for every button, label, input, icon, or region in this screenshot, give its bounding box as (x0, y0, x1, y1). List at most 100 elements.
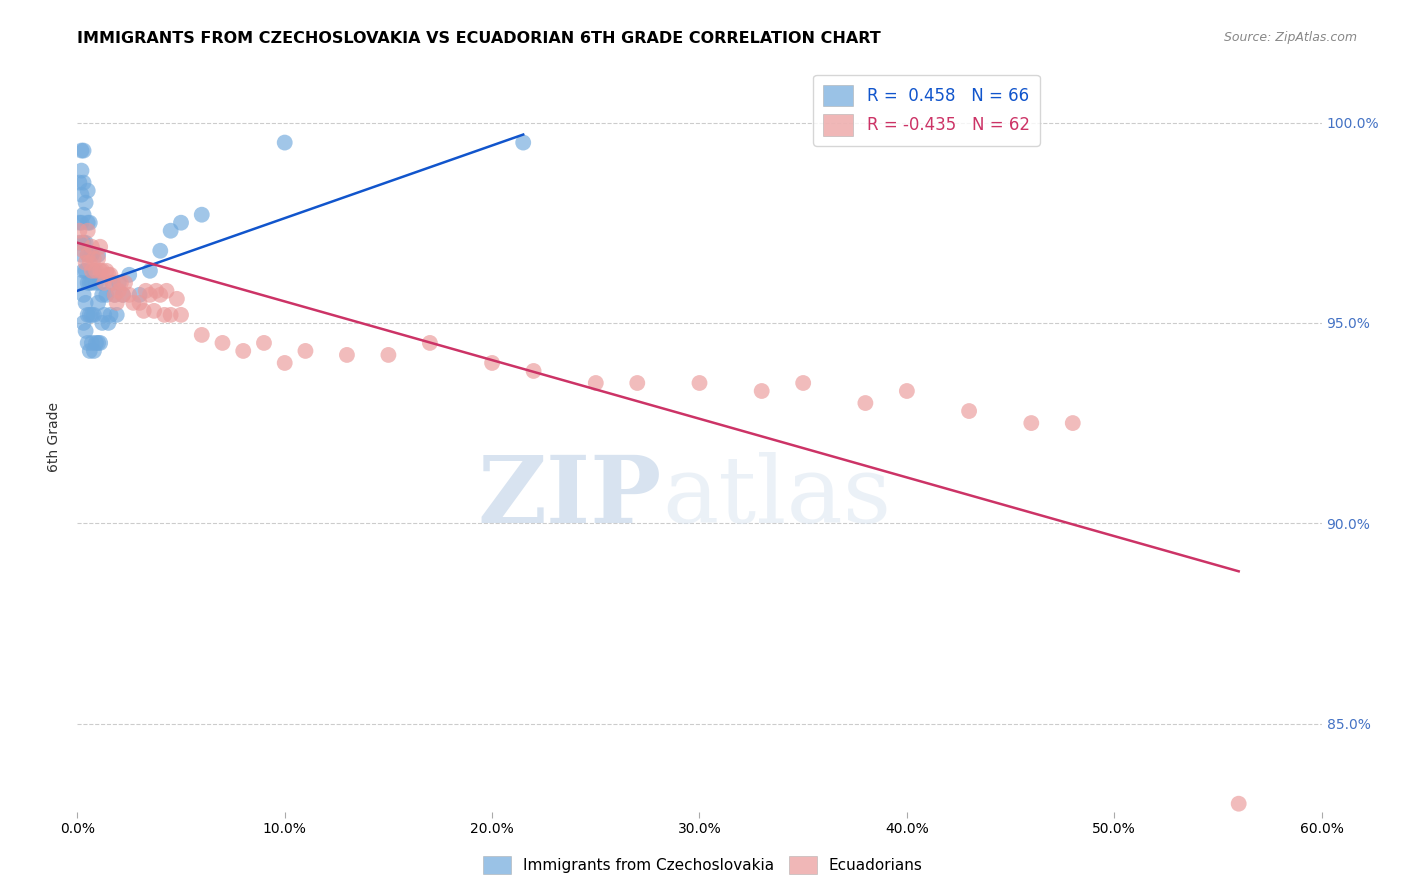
Point (101, 276, 124, 290)
Point (419, 335, 441, 350)
Y-axis label: 6th Grade: 6th Grade (48, 402, 62, 472)
Point (89, 240, 111, 254)
Point (72, 235, 94, 250)
Point (80, 308, 103, 322)
Point (87, 296, 110, 310)
Point (512, 136, 534, 150)
Point (122, 296, 145, 310)
Point (145, 284, 167, 298)
Point (100, 268, 122, 282)
Point (67, 224, 90, 238)
Point (93, 308, 115, 322)
Text: atlas: atlas (662, 452, 891, 542)
Point (105, 296, 128, 310)
Point (97, 316, 120, 330)
Point (70, 235, 93, 250)
Point (79, 256, 101, 270)
Point (70, 144, 93, 158)
Point (1227, 797, 1250, 811)
Point (128, 296, 150, 310)
Point (585, 376, 607, 390)
Point (76, 224, 98, 238)
Point (91, 288, 114, 302)
Point (80, 248, 103, 262)
Point (83, 343, 105, 358)
Point (70, 248, 93, 262)
Point (689, 376, 711, 390)
Point (143, 304, 166, 318)
Point (89, 264, 111, 278)
Point (72, 264, 94, 278)
Point (80, 276, 103, 290)
Point (190, 208, 214, 222)
Point (79, 308, 101, 322)
Point (79, 216, 101, 230)
Point (84, 276, 107, 290)
Point (149, 288, 172, 302)
Point (232, 343, 254, 358)
Point (273, 356, 295, 370)
Point (75, 256, 97, 270)
Point (76, 248, 98, 262)
Point (75, 195, 97, 210)
Point (792, 376, 814, 390)
Point (336, 348, 359, 362)
Point (166, 292, 188, 306)
Point (93, 276, 115, 290)
Point (76, 335, 98, 350)
Point (75, 324, 97, 338)
Point (75, 296, 97, 310)
Text: Source: ZipAtlas.com: Source: ZipAtlas.com (1223, 31, 1357, 45)
Point (75, 235, 97, 250)
Point (70, 163, 93, 178)
Point (104, 288, 127, 302)
Point (104, 288, 127, 302)
Point (132, 304, 155, 318)
Point (118, 288, 141, 302)
Point (89, 335, 111, 350)
Legend: Immigrants from Czechoslovakia, Ecuadorians: Immigrants from Czechoslovakia, Ecuadori… (477, 850, 929, 880)
Point (76, 308, 98, 322)
Point (80, 240, 103, 254)
Point (67, 216, 90, 230)
Point (149, 244, 172, 258)
Point (76, 216, 98, 230)
Point (253, 335, 276, 350)
Point (84, 264, 107, 278)
Point (72, 208, 94, 222)
Point (83, 252, 105, 266)
Point (96, 264, 118, 278)
Point (70, 276, 93, 290)
Point (80, 335, 103, 350)
Point (170, 308, 193, 322)
Point (72, 176, 94, 190)
Point (135, 284, 157, 298)
Point (76, 276, 98, 290)
Point (294, 343, 316, 358)
Point (159, 308, 181, 322)
Point (72, 288, 94, 302)
Point (75, 264, 97, 278)
Point (79, 276, 101, 290)
Point (70, 216, 93, 230)
Point (211, 335, 233, 350)
Point (87, 335, 110, 350)
Point (72, 244, 94, 258)
Point (273, 136, 295, 150)
Point (91, 264, 114, 278)
Point (87, 248, 110, 262)
Point (139, 288, 162, 302)
Point (128, 288, 150, 302)
Point (72, 144, 94, 158)
Point (957, 404, 980, 418)
Point (83, 308, 105, 322)
Point (105, 308, 128, 322)
Point (110, 276, 132, 290)
Text: IMMIGRANTS FROM CZECHOSLOVAKIA VS ECUADORIAN 6TH GRADE CORRELATION CHART: IMMIGRANTS FROM CZECHOSLOVAKIA VS ECUADO… (77, 31, 882, 46)
Point (155, 284, 177, 298)
Point (67, 235, 90, 250)
Point (896, 384, 918, 398)
Point (96, 288, 118, 302)
Point (159, 224, 181, 238)
Point (79, 343, 101, 358)
